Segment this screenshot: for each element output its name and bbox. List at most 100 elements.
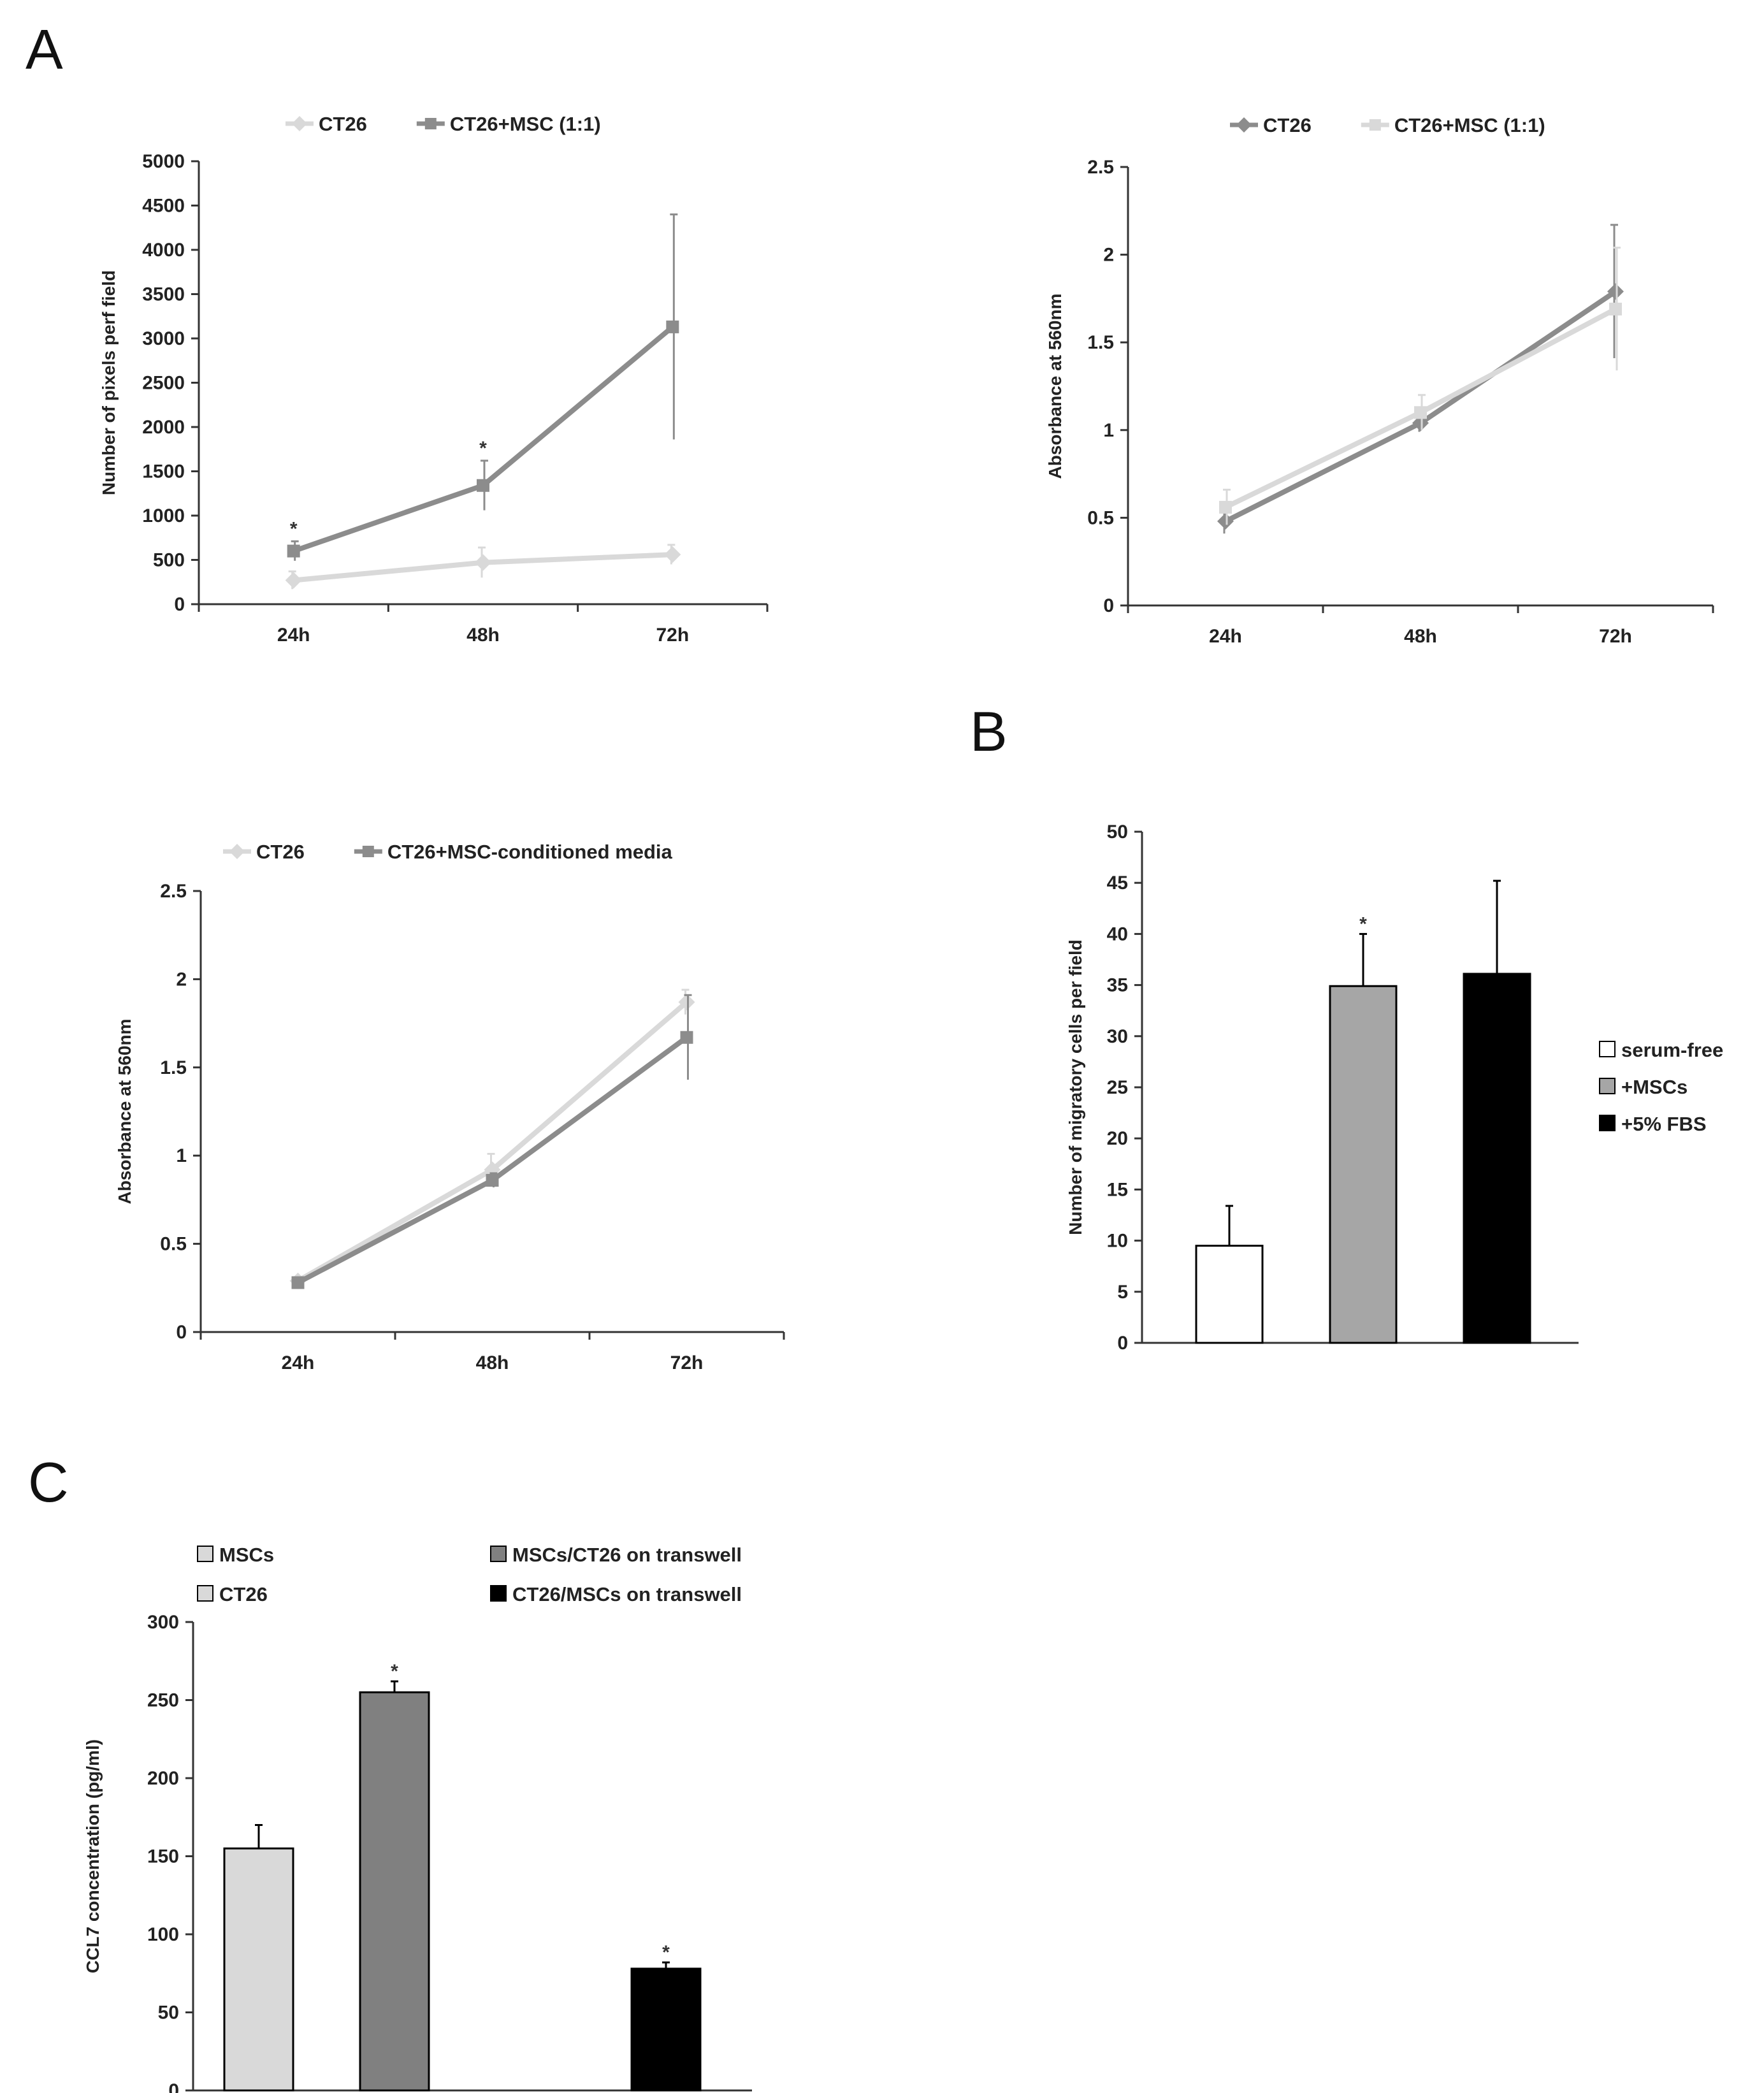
y-tick-label: 2.5 xyxy=(160,881,187,902)
legend-label: MSCs/CT26 on transwell xyxy=(512,1544,742,1566)
y-tick-label: 0 xyxy=(174,594,185,615)
bar xyxy=(1195,1245,1264,1344)
data-point-marker xyxy=(475,554,491,571)
y-tick-label: 1.5 xyxy=(1087,332,1114,353)
significance-marker: * xyxy=(391,1661,398,1682)
legend-swatch xyxy=(1599,1041,1616,1057)
legend-label: CT26+MSC (1:1) xyxy=(450,113,601,135)
bar xyxy=(630,1967,702,2092)
data-point-marker xyxy=(1609,302,1622,315)
legend-label: CT26 xyxy=(1263,114,1312,136)
y-axis-title: Number of pixels perf field xyxy=(99,270,119,495)
bar xyxy=(1329,985,1398,1344)
legend-swatch xyxy=(490,1546,507,1562)
data-point-marker xyxy=(664,546,681,563)
x-tick-label: 48h xyxy=(476,1352,509,1373)
y-tick-label: 2 xyxy=(176,969,187,990)
data-point-marker xyxy=(486,1173,499,1187)
bar xyxy=(223,1847,294,2092)
legend-label: MSCs xyxy=(219,1544,274,1566)
data-point-marker xyxy=(1414,406,1427,419)
y-tick-label: 0.5 xyxy=(160,1234,187,1255)
y-tick-label: 35 xyxy=(1107,975,1128,996)
legend-swatch xyxy=(197,1585,213,1602)
data-point-marker xyxy=(1236,117,1252,133)
data-point-marker xyxy=(362,846,374,857)
panel-label-a: A xyxy=(25,18,63,81)
legend-label: CT26 xyxy=(219,1583,268,1605)
y-tick-label: 2500 xyxy=(142,373,185,394)
series-line xyxy=(296,1000,689,1284)
y-axis-title: Number of migratory cells per field xyxy=(1066,939,1085,1235)
y-tick-label: 10 xyxy=(1107,1231,1128,1252)
data-point-marker xyxy=(292,116,307,131)
y-tick-label: 15 xyxy=(1107,1179,1128,1200)
data-point-marker xyxy=(229,844,245,859)
y-tick-label: 30 xyxy=(1107,1026,1128,1047)
y-tick-label: 0.5 xyxy=(1087,507,1114,528)
y-tick-label: 2000 xyxy=(142,417,185,438)
x-tick-label: 24h xyxy=(282,1352,315,1373)
legend-label: CT26 xyxy=(256,841,305,863)
y-tick-label: 250 xyxy=(147,1690,179,1711)
legend-swatch xyxy=(490,1585,507,1602)
y-axis-title: CCL7 concentration (pg/ml) xyxy=(83,1739,103,1973)
y-tick-label: 0 xyxy=(1103,595,1114,616)
legend-label: CT26+MSC (1:1) xyxy=(1394,114,1545,136)
y-tick-label: 0 xyxy=(168,2080,179,2093)
data-point-marker xyxy=(666,320,679,333)
x-tick-label: 24h xyxy=(1209,626,1242,647)
data-point-marker xyxy=(287,544,300,558)
data-point-marker xyxy=(1217,512,1234,530)
x-tick-label: 48h xyxy=(466,625,500,646)
significance-marker: * xyxy=(290,518,298,539)
y-tick-label: 3500 xyxy=(142,284,185,305)
y-tick-label: 4000 xyxy=(142,240,185,261)
data-point-marker xyxy=(477,479,489,492)
y-tick-label: 100 xyxy=(147,1924,179,1945)
y-tick-label: 500 xyxy=(153,550,185,571)
significance-marker: * xyxy=(662,1942,670,1963)
y-tick-label: 200 xyxy=(147,1768,179,1789)
panel-label-c: C xyxy=(28,1451,69,1514)
legend-swatch xyxy=(1599,1115,1616,1131)
y-tick-label: 5 xyxy=(1117,1282,1128,1303)
y-tick-label: 25 xyxy=(1107,1077,1128,1098)
data-point-marker xyxy=(680,1031,693,1044)
legend-label: +5% FBS xyxy=(1621,1113,1707,1135)
y-tick-label: 45 xyxy=(1107,873,1128,894)
y-tick-label: 50 xyxy=(158,2002,179,2024)
y-tick-label: 1500 xyxy=(142,461,185,482)
bar xyxy=(359,1691,430,2092)
y-tick-label: 0 xyxy=(176,1322,187,1343)
significance-marker: * xyxy=(1359,913,1367,934)
legend-label: CT26/MSCs on transwell xyxy=(512,1583,742,1605)
legend-label: CT26 xyxy=(319,113,367,135)
legend-swatch xyxy=(197,1546,213,1562)
y-tick-label: 150 xyxy=(147,1846,179,1867)
y-tick-label: 50 xyxy=(1107,822,1128,843)
chart-a3-absorbance-conditioned-media: 0 0.5 1 1.5 2 2.5 Absorbance at 560nm 24h 48h 72h… xyxy=(115,841,785,1373)
y-tick-label: 1000 xyxy=(142,505,185,526)
legend-label: CT26+MSC-conditioned media xyxy=(387,841,673,863)
legend-label: +MSCs xyxy=(1621,1076,1688,1098)
y-tick-label: 1 xyxy=(1103,420,1114,441)
y-tick-label: 20 xyxy=(1107,1128,1128,1149)
y-tick-label: 40 xyxy=(1107,923,1128,945)
data-point-marker xyxy=(1412,414,1429,431)
y-axis-title: Absorbance at 560nm xyxy=(1045,294,1065,479)
x-tick-label: 48h xyxy=(1404,626,1437,647)
significance-marker: * xyxy=(479,438,487,459)
x-tick-label: 72h xyxy=(670,1352,704,1373)
chart-b-migratory-cells: 0 5 10 15 20 25 30 35 40 45 50 Number of migratory … xyxy=(1066,822,1723,1354)
y-tick-label: 4500 xyxy=(142,196,185,217)
chart-a2-absorbance: 0 0.5 1 1.5 2 2.5 Absorbance at 560nm 24h 48h 72h… xyxy=(1045,114,1714,647)
data-point-marker xyxy=(285,572,302,589)
legend-swatch xyxy=(1599,1078,1616,1094)
y-tick-label: 0 xyxy=(1117,1333,1128,1354)
y-tick-label: 2.5 xyxy=(1087,157,1114,178)
y-tick-label: 1 xyxy=(176,1145,187,1166)
y-axis-title: Absorbance at 560nm xyxy=(115,1019,134,1205)
y-tick-label: 3000 xyxy=(142,328,185,349)
